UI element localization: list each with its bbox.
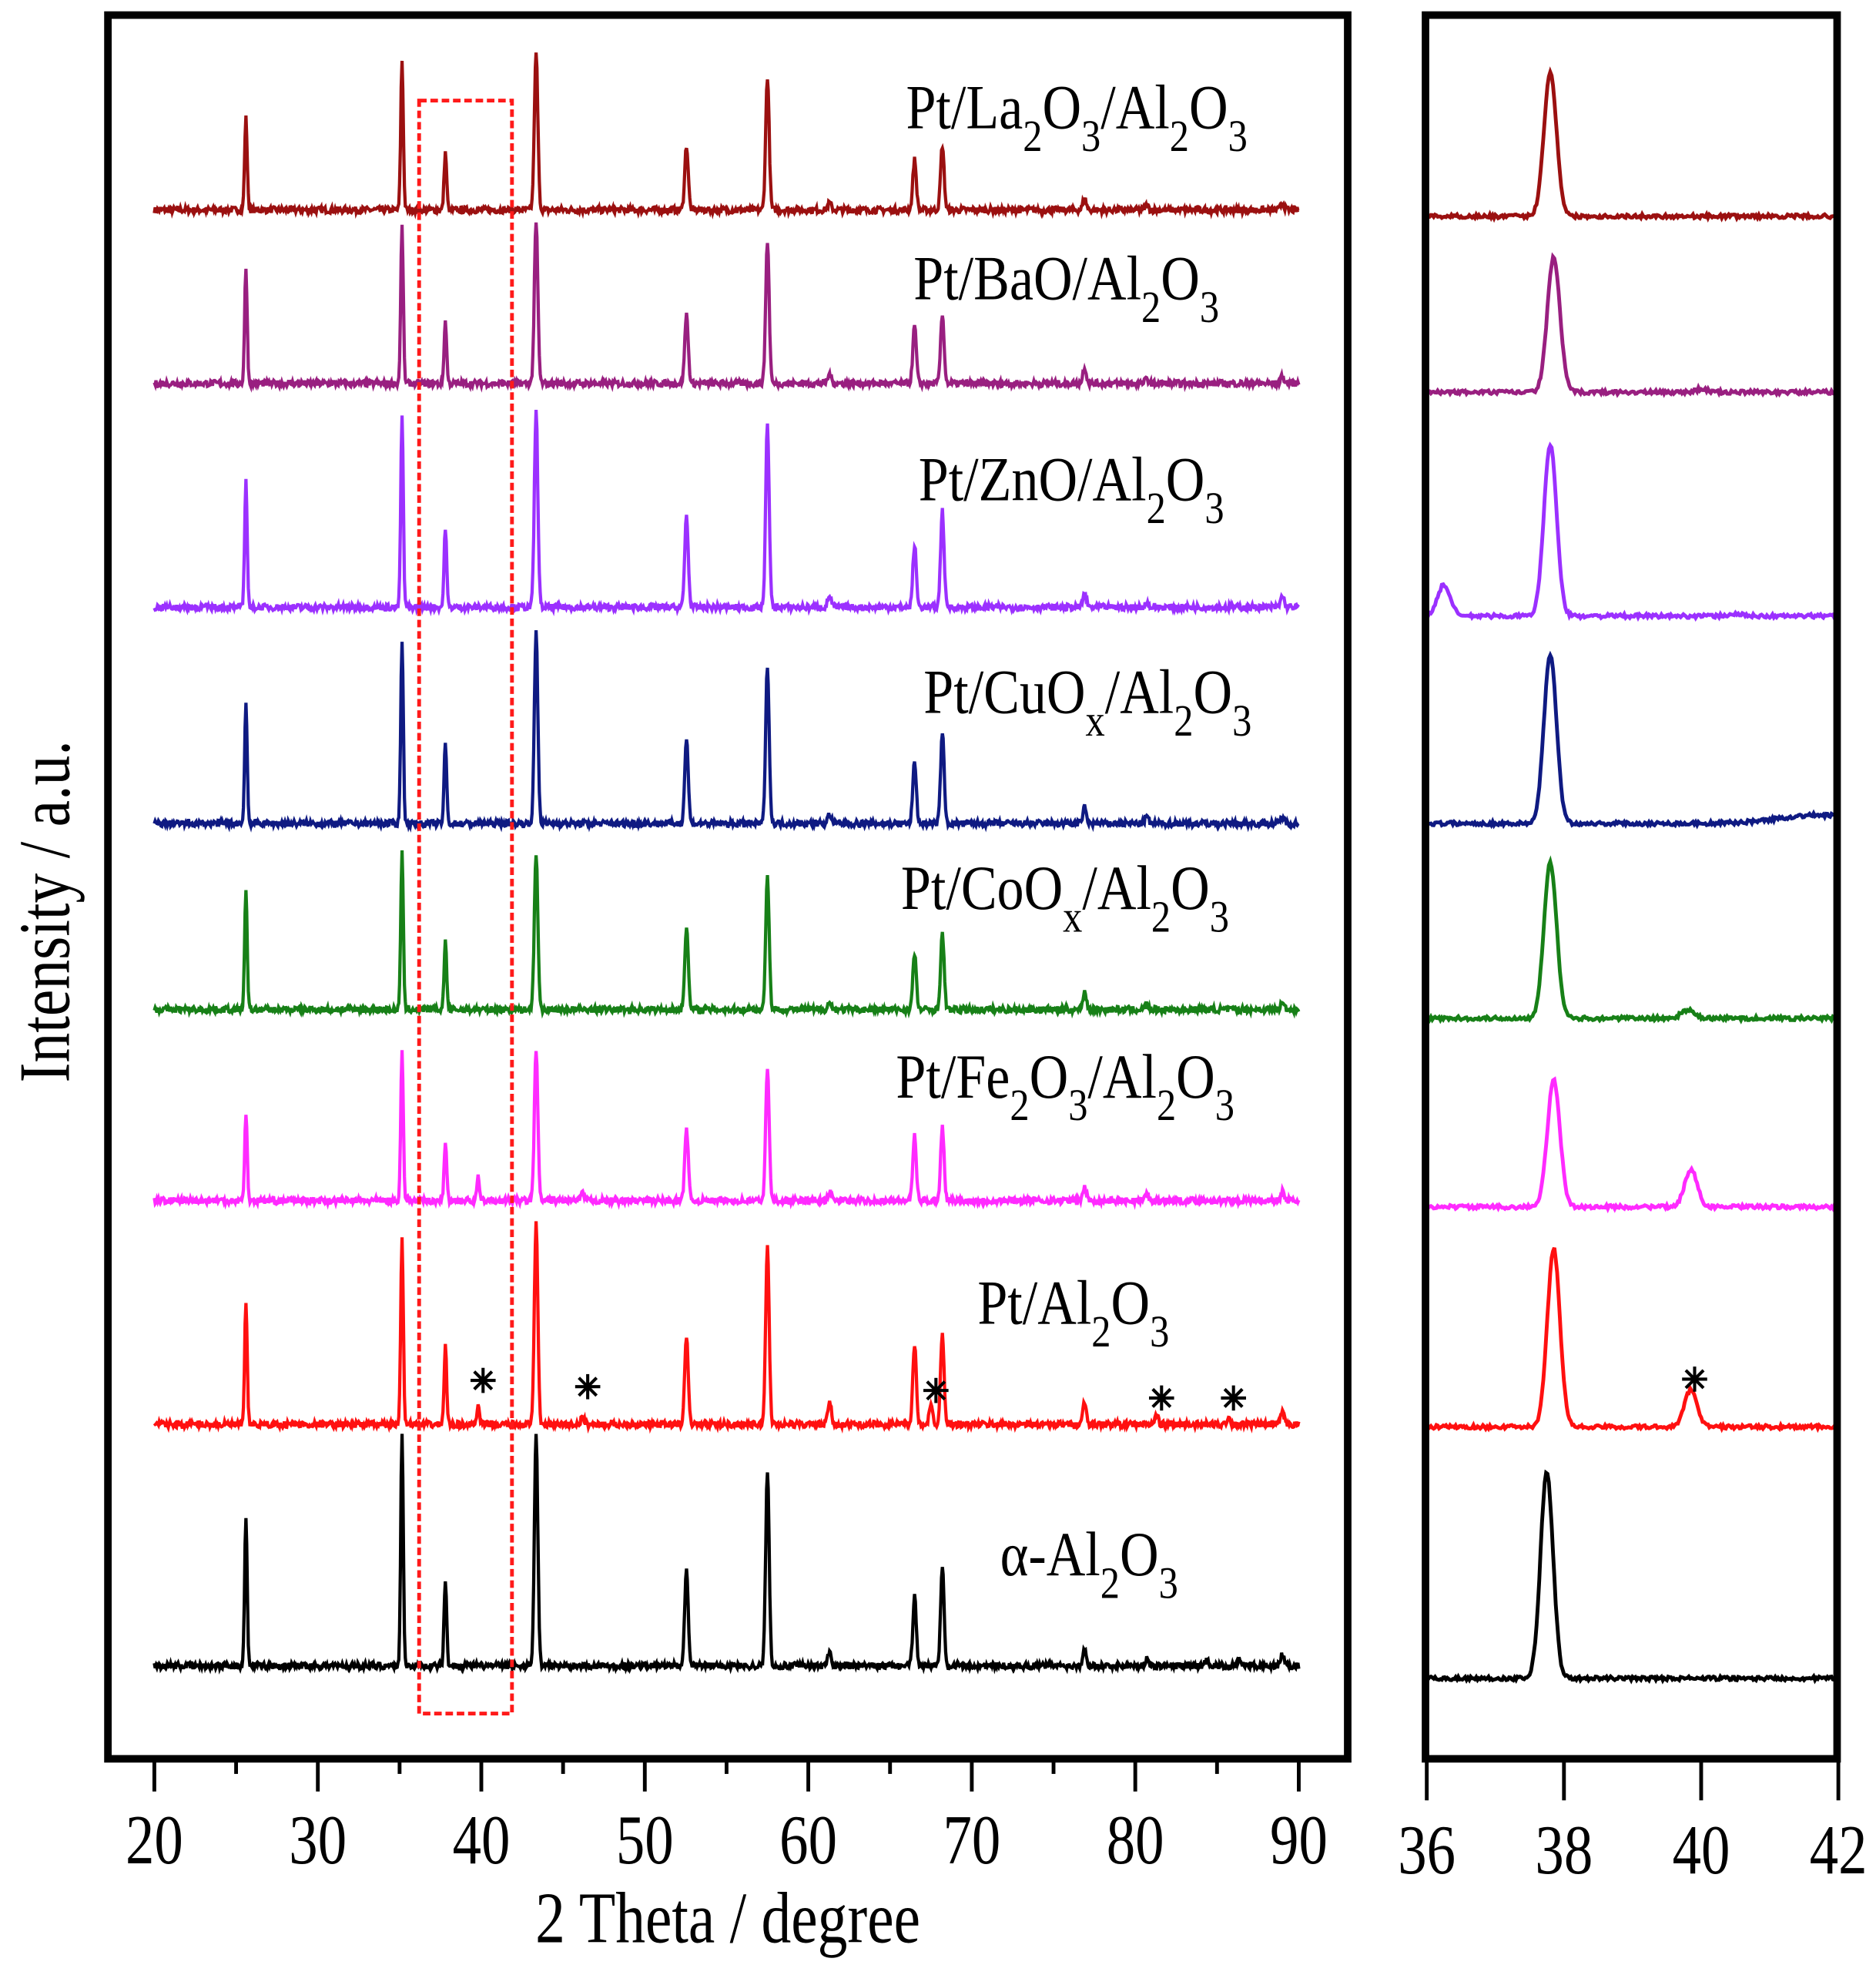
main-series-curve (152, 409, 1300, 617)
label-text: O (1111, 1269, 1151, 1338)
main-panel-curves (152, 52, 1301, 1675)
label-text: O (1120, 1520, 1159, 1589)
label-subscript: 3 (1068, 1080, 1087, 1130)
label-text: O (1030, 1042, 1069, 1112)
x-tick-label: 38 (1535, 1812, 1593, 1890)
label-subscript: 3 (1081, 110, 1100, 160)
label-text: O (1171, 853, 1210, 923)
zoom-series-curve (1425, 650, 1839, 830)
series-label: Pt/Fe2O3/Al2O3 (896, 1042, 1234, 1130)
series-labels: Pt/La2O3/Al2O3Pt/BaO/Al2O3Pt/ZnO/Al2O3Pt… (896, 73, 1251, 1608)
zoom-panel-curves (1425, 66, 1841, 1685)
label-subscript: 2 (1100, 1558, 1120, 1608)
label-text: /Al (1100, 73, 1170, 143)
x-tick-label: 42 (1810, 1812, 1868, 1890)
asterisk-marks (470, 1366, 1707, 1411)
label-subscript: 3 (1232, 695, 1251, 745)
series-label: α-Al2O3 (1000, 1520, 1178, 1608)
label-text: O (1176, 1042, 1215, 1112)
label-subscript: 3 (1204, 482, 1224, 532)
label-text: Pt/BaO/Al (913, 244, 1141, 314)
label-text: /Al (1105, 658, 1174, 727)
main-series-curve (152, 52, 1300, 220)
label-text: α-Al (1000, 1520, 1100, 1589)
label-text: Pt/ZnO/Al (919, 445, 1147, 515)
label-text: O (1189, 73, 1228, 143)
zoom-series-curve (1426, 1076, 1840, 1214)
zoom-series-curve (1425, 252, 1841, 398)
main-x-ticks: 20 30 40 50 60 70 80 90 (126, 1759, 1328, 1879)
x-tick-label: 40 (453, 1802, 511, 1879)
label-subscript: 2 (1010, 1080, 1029, 1130)
x-tick-label: 20 (126, 1802, 183, 1879)
zoom-series-curve (1425, 441, 1840, 622)
asterisk-marker (470, 1367, 496, 1393)
label-subscript: 3 (1150, 1306, 1169, 1356)
main-series-curve (152, 630, 1300, 833)
asterisk-marker (575, 1373, 601, 1400)
main-series-curve (152, 222, 1301, 393)
highlight-box (417, 99, 514, 1716)
series-label: Pt/Al2O3 (977, 1269, 1169, 1356)
asterisk-marker (1682, 1366, 1707, 1392)
label-text: O (1042, 73, 1081, 143)
x-tick-label: 80 (1107, 1802, 1164, 1879)
main-series-curve (152, 1221, 1301, 1434)
label-subscript: 3 (1215, 1080, 1234, 1130)
asterisk-marker (1221, 1385, 1246, 1411)
zoom-series-curve (1425, 66, 1841, 223)
main-series-curve (152, 1050, 1301, 1210)
label-text: Pt/La (906, 73, 1023, 143)
zoom-panel-frame (1422, 11, 1841, 1763)
main-series-curve (152, 850, 1301, 1019)
label-subscript: 3 (1210, 891, 1229, 941)
label-text: Pt/Al (977, 1269, 1091, 1338)
label-subscript: 2 (1170, 110, 1189, 160)
main-series-curve (152, 1434, 1301, 1675)
label-subscript: 3 (1159, 1558, 1178, 1608)
series-label: Pt/CuOx/Al2O3 (923, 658, 1251, 746)
label-text: O (1161, 244, 1200, 314)
label-subscript: x (1086, 695, 1105, 745)
label-text: O (1193, 658, 1232, 727)
label-subscript: 2 (1174, 695, 1193, 745)
x-tick-label: 50 (616, 1802, 674, 1879)
x-axis-label: 2 Theta / degree (535, 1877, 920, 1958)
zoom-series-curve (1425, 1469, 1839, 1685)
label-subscript: 2 (1151, 891, 1171, 941)
label-subscript: 3 (1228, 110, 1248, 160)
zoom-series-curve (1425, 1246, 1839, 1434)
label-text: Pt/CuO (923, 658, 1085, 727)
x-tick-label: 70 (943, 1802, 1000, 1879)
x-tick-label: 36 (1398, 1812, 1456, 1890)
asterisk-marker (1148, 1385, 1174, 1411)
x-tick-label: 90 (1270, 1802, 1328, 1879)
x-tick-label: 40 (1673, 1812, 1730, 1890)
x-tick-label: 60 (779, 1802, 837, 1879)
series-label: Pt/ZnO/Al2O3 (919, 445, 1224, 533)
series-label: Pt/BaO/Al2O3 (913, 244, 1219, 332)
label-text: Pt/Fe (896, 1042, 1010, 1112)
label-text: /Al (1082, 853, 1151, 923)
label-subscript: 2 (1157, 1080, 1176, 1130)
label-text: Pt/CoO (901, 853, 1063, 923)
zoom-x-ticks: 36 38 40 42 (1398, 1759, 1868, 1890)
label-text: /Al (1087, 1042, 1157, 1112)
label-subscript: x (1063, 891, 1082, 941)
x-tick-label: 30 (289, 1802, 347, 1879)
label-subscript: 2 (1023, 110, 1042, 160)
series-label: Pt/CoOx/Al2O3 (901, 853, 1229, 941)
label-subscript: 2 (1091, 1306, 1111, 1356)
asterisk-marker (923, 1377, 949, 1403)
label-text: O (1166, 445, 1205, 515)
zoom-series-curve (1425, 855, 1841, 1024)
label-subscript: 2 (1147, 482, 1166, 532)
series-label: Pt/La2O3/Al2O3 (906, 73, 1247, 161)
label-subscript: 3 (1200, 281, 1219, 331)
y-axis-label: Intensity / a.u. (4, 740, 85, 1082)
label-subscript: 2 (1141, 281, 1161, 331)
